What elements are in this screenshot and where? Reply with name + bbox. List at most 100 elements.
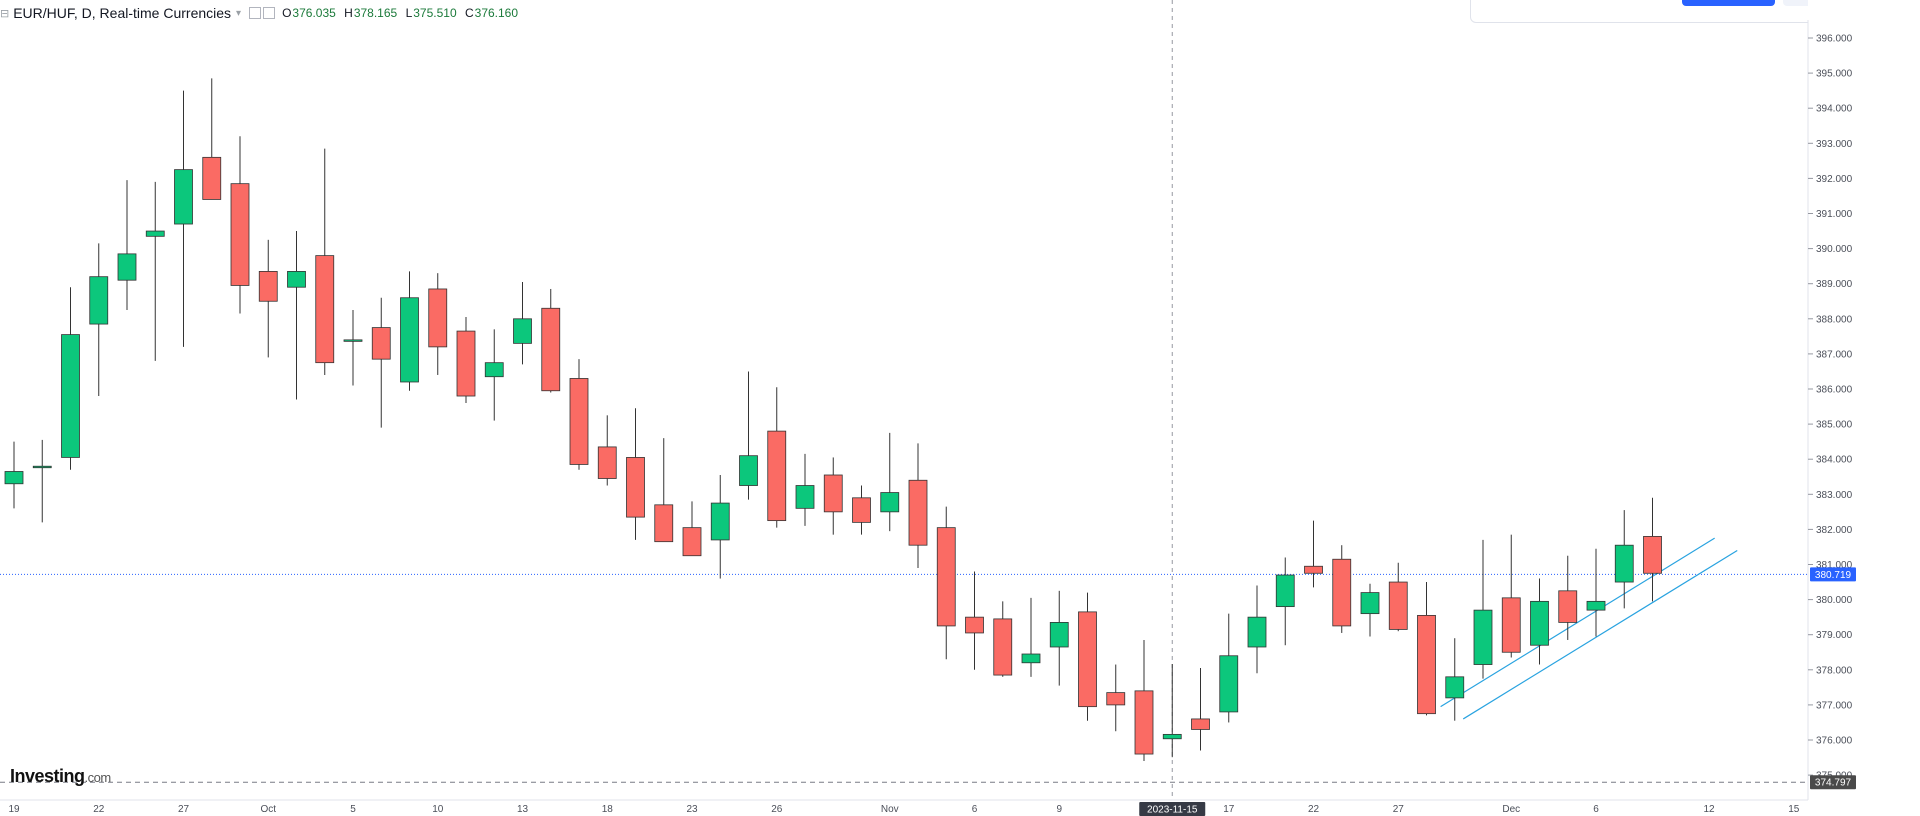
x-tick-label: 19 bbox=[8, 804, 20, 815]
candle-body bbox=[739, 455, 758, 486]
primary-button[interactable] bbox=[1682, 0, 1775, 6]
x-tick-label: 27 bbox=[178, 804, 190, 815]
candle-down bbox=[1134, 639, 1154, 762]
candle-body bbox=[597, 446, 617, 479]
y-tick-label: 395.000 bbox=[1816, 69, 1853, 80]
candle-body bbox=[1530, 600, 1549, 646]
candle-up bbox=[1614, 510, 1634, 609]
candle-body bbox=[569, 378, 589, 465]
candle-body bbox=[823, 474, 843, 513]
x-tick-label: Nov bbox=[881, 804, 899, 815]
candle-up bbox=[343, 310, 363, 386]
y-tick-label: 396.000 bbox=[1816, 34, 1853, 45]
y-tick-label: 382.000 bbox=[1816, 525, 1853, 536]
candle-down bbox=[428, 273, 448, 375]
y-tick-label: 388.000 bbox=[1816, 314, 1853, 325]
candle-down bbox=[597, 415, 617, 486]
candle-down bbox=[371, 297, 391, 428]
x-tick-label: 18 bbox=[602, 804, 614, 815]
candle-body bbox=[880, 492, 900, 513]
candle-up bbox=[287, 231, 306, 400]
candle-down bbox=[230, 136, 250, 314]
candle-body bbox=[1021, 653, 1041, 664]
candle-body bbox=[1501, 597, 1521, 653]
y-tick-label: 383.000 bbox=[1816, 490, 1853, 501]
candle-body bbox=[1586, 600, 1606, 611]
candle-down bbox=[965, 571, 984, 670]
brand-domain: .com bbox=[84, 770, 112, 785]
collapse-legend-icon[interactable]: ⊟ bbox=[0, 7, 10, 20]
candle-body bbox=[1304, 565, 1323, 574]
crosshair-date-label: 2023-11-15 bbox=[1147, 805, 1198, 816]
x-tick-label: Dec bbox=[1502, 804, 1520, 815]
candle-body bbox=[287, 271, 306, 288]
x-tick-label: 6 bbox=[1593, 804, 1599, 815]
candle-body bbox=[908, 479, 928, 546]
candle-up bbox=[145, 181, 165, 361]
candle-body bbox=[484, 362, 504, 378]
candle-body bbox=[343, 339, 363, 342]
candle-body bbox=[1078, 611, 1097, 708]
candle-up bbox=[117, 180, 137, 311]
candle-up bbox=[710, 474, 730, 579]
x-tick-label: 17 bbox=[1223, 804, 1235, 815]
candle-up bbox=[1445, 638, 1465, 721]
candle-down bbox=[1078, 592, 1097, 721]
y-tick-label: 391.000 bbox=[1816, 209, 1853, 220]
candle-body bbox=[1445, 676, 1465, 699]
trend-line bbox=[1462, 549, 1738, 720]
candle-body bbox=[32, 465, 52, 469]
candle-down bbox=[1332, 545, 1352, 633]
brand-name: Investing bbox=[10, 766, 85, 786]
candle-body bbox=[145, 230, 165, 237]
low-label: L bbox=[405, 6, 413, 20]
candle-body bbox=[456, 330, 476, 397]
candle-down bbox=[569, 359, 589, 470]
close-label: C bbox=[464, 6, 474, 20]
x-tick-label: Oct bbox=[260, 804, 276, 815]
candle-up bbox=[1162, 664, 1182, 758]
price-axis bbox=[1808, 0, 1920, 816]
candle-body bbox=[513, 318, 532, 344]
candle-body bbox=[1191, 718, 1210, 730]
ohlc-values: O376.035 H378.165 L375.510 C376.160 bbox=[282, 6, 523, 20]
candle-down bbox=[1643, 497, 1662, 602]
open-value: 376.035 bbox=[292, 6, 336, 20]
candle-up bbox=[400, 271, 419, 391]
y-tick-label: 394.000 bbox=[1816, 104, 1853, 115]
y-tick-label: 385.000 bbox=[1816, 420, 1853, 431]
y-tick-label: 386.000 bbox=[1816, 385, 1853, 396]
candle-body bbox=[654, 504, 674, 543]
chevron-down-icon[interactable]: ▾ bbox=[236, 7, 242, 19]
candle-down bbox=[1191, 668, 1210, 751]
candle-body bbox=[1162, 733, 1182, 740]
candle-body bbox=[1388, 581, 1408, 630]
candle-body bbox=[1134, 690, 1154, 755]
candle-body bbox=[795, 485, 815, 509]
high-label: H bbox=[344, 6, 353, 20]
last-price-label: 380.719 bbox=[1815, 570, 1852, 581]
candle-up bbox=[89, 243, 109, 397]
candle-down bbox=[1106, 664, 1126, 732]
candle-down bbox=[1501, 534, 1521, 658]
candle-up bbox=[1049, 590, 1069, 686]
candle-down bbox=[1558, 555, 1578, 640]
x-tick-label: 5 bbox=[350, 804, 356, 815]
hide-box-icon[interactable] bbox=[263, 7, 276, 19]
candle-up bbox=[4, 441, 24, 509]
symbol-title[interactable]: EUR/HUF, D, Real-time Currencies bbox=[13, 5, 232, 21]
last-price-label-bg bbox=[1810, 567, 1856, 582]
x-tick-label: 9 bbox=[1056, 804, 1062, 815]
settings-box-icon[interactable] bbox=[249, 7, 262, 19]
high-value: 378.165 bbox=[353, 6, 398, 20]
candle-up bbox=[32, 439, 52, 523]
candle-body bbox=[1219, 655, 1239, 713]
candle-up bbox=[1473, 539, 1493, 679]
candle-body bbox=[117, 253, 137, 281]
candle-down bbox=[626, 408, 645, 540]
candle-up bbox=[795, 453, 815, 526]
candle-up bbox=[1586, 548, 1606, 637]
x-tick-label: 22 bbox=[93, 804, 105, 815]
x-tick-label: 6 bbox=[972, 804, 978, 815]
